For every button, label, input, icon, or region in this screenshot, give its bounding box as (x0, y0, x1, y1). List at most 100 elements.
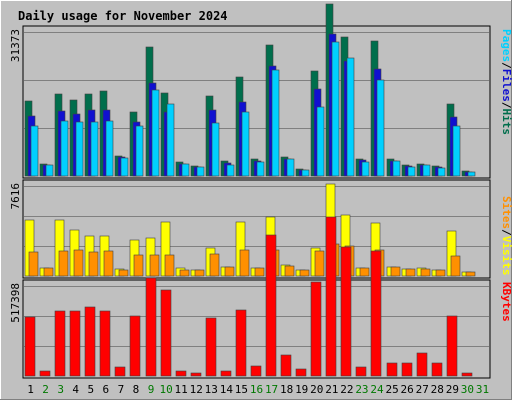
bar-pages-day-28 (437, 167, 446, 177)
bar-kbytes-day-3 (54, 310, 66, 377)
bar-pages-day-20 (316, 106, 325, 177)
bar-kbytes-day-1 (24, 316, 36, 377)
day-label-21: 21 (325, 383, 338, 396)
bar-sites-day-3 (58, 250, 69, 277)
bar-sites-day-10 (164, 254, 175, 277)
panel-1-legend: Pages/Files/Hits (500, 29, 512, 135)
bar-kbytes-day-5 (84, 306, 96, 377)
bar-kbytes-day-23 (355, 366, 367, 377)
bar-pages-day-18 (286, 158, 295, 177)
panel-1-legend-entry-2: / (500, 62, 512, 69)
chart-title: Daily usage for November 2024 (18, 9, 228, 23)
bar-pages-day-26 (407, 166, 416, 177)
day-label-18: 18 (280, 383, 293, 396)
bar-kbytes-day-16 (250, 365, 262, 377)
bar-pages-day-16 (256, 161, 265, 177)
bar-kbytes-day-28 (431, 362, 443, 377)
day-label-17: 17 (265, 383, 278, 396)
bar-kbytes-day-19 (295, 368, 307, 377)
day-label-10: 10 (159, 383, 172, 396)
day-label-1: 1 (27, 383, 34, 396)
day-label-24: 24 (370, 383, 384, 396)
bar-pages-day-21 (331, 41, 340, 177)
day-label-3: 3 (57, 383, 64, 396)
bar-sites-day-13 (209, 253, 220, 277)
day-label-2: 2 (42, 383, 49, 396)
day-label-14: 14 (220, 383, 234, 396)
day-label-27: 27 (416, 383, 429, 396)
bar-pages-day-19 (301, 169, 310, 177)
bar-sites-day-1 (28, 251, 39, 277)
bar-pages-day-7 (120, 157, 129, 177)
panel-1-legend-entry-4: / (500, 102, 512, 109)
day-labels-group: 1 2 3 4 5 6 7 8 9 10 11 12 13 14 15 16 17 18 19 20 21 22 23 24 2… (27, 383, 489, 396)
panel-2-max-label: 7616 (9, 183, 22, 210)
bar-pages-day-23 (361, 161, 370, 177)
bar-kbytes-day-8 (129, 315, 141, 377)
bar-sites-day-6 (103, 250, 114, 277)
day-label-11: 11 (175, 383, 188, 396)
bar-kbytes-day-11 (175, 370, 187, 377)
day-label-5: 5 (87, 383, 94, 396)
bar-pages-day-29 (452, 125, 461, 177)
bar-sites-day-16 (254, 267, 265, 277)
day-label-28: 28 (431, 383, 444, 396)
bar-sites-day-12 (194, 269, 205, 277)
series-kbytes (24, 216, 473, 377)
bar-pages-day-6 (105, 120, 114, 177)
day-label-9: 9 (148, 383, 155, 396)
bar-pages-day-22 (346, 57, 355, 177)
day-label-20: 20 (310, 383, 323, 396)
day-label-25: 25 (385, 383, 398, 396)
bar-sites-day-29 (450, 255, 461, 277)
bar-kbytes-day-29 (446, 315, 458, 377)
bar-kbytes-day-9 (145, 277, 157, 377)
day-label-26: 26 (401, 383, 414, 396)
bar-pages-day-2 (45, 164, 54, 177)
bar-pages-day-27 (422, 164, 431, 177)
day-label-4: 4 (72, 383, 79, 396)
day-label-22: 22 (340, 383, 353, 396)
bar-kbytes-day-22 (340, 246, 352, 377)
day-label-7: 7 (118, 383, 125, 396)
bar-sites-day-5 (88, 251, 99, 277)
panel-2-legend: Sites/Visits (500, 196, 512, 276)
bar-kbytes-day-13 (205, 317, 217, 377)
bar-pages-day-9 (151, 89, 160, 177)
bar-sites-day-8 (133, 254, 144, 277)
bar-pages-day-17 (271, 69, 280, 177)
bar-pages-day-14 (226, 164, 235, 177)
bar-pages-day-24 (376, 79, 385, 177)
bar-kbytes-day-30 (461, 372, 473, 377)
panel-1-legend-entry-3: Files (500, 69, 512, 102)
bar-pages-day-4 (75, 121, 84, 177)
bar-kbytes-day-17 (265, 234, 277, 377)
bar-sites-day-20 (314, 250, 325, 277)
bar-kbytes-day-27 (416, 352, 428, 377)
bar-sites-day-30 (465, 271, 476, 277)
day-label-16: 16 (250, 383, 263, 396)
bar-sites-day-18 (284, 265, 295, 277)
bar-sites-day-23 (359, 267, 370, 277)
bar-pages-day-1 (30, 125, 39, 177)
bar-pages-day-25 (392, 160, 401, 177)
bar-kbytes-day-4 (69, 310, 81, 377)
panel-2-legend-entry-2: / (500, 229, 512, 236)
day-label-19: 19 (295, 383, 308, 396)
bar-pages-day-5 (90, 121, 99, 177)
panel-1: 31373 Pages/Files/Hits (9, 3, 512, 179)
bar-kbytes-day-26 (401, 362, 413, 377)
bar-sites-day-15 (239, 249, 250, 277)
bar-sites-day-14 (224, 266, 235, 277)
bar-kbytes-day-15 (235, 309, 247, 377)
bar-kbytes-day-12 (190, 372, 202, 377)
panel-2-legend-entry-1: Sites (500, 196, 512, 229)
panel-3-legend: KBytes (500, 282, 512, 322)
bar-sites-day-4 (73, 249, 84, 277)
bar-kbytes-day-10 (160, 289, 172, 377)
bar-kbytes-day-14 (220, 370, 232, 377)
bar-pages-day-15 (241, 111, 250, 177)
bar-kbytes-day-2 (39, 370, 51, 377)
bar-pages-day-11 (181, 163, 190, 177)
